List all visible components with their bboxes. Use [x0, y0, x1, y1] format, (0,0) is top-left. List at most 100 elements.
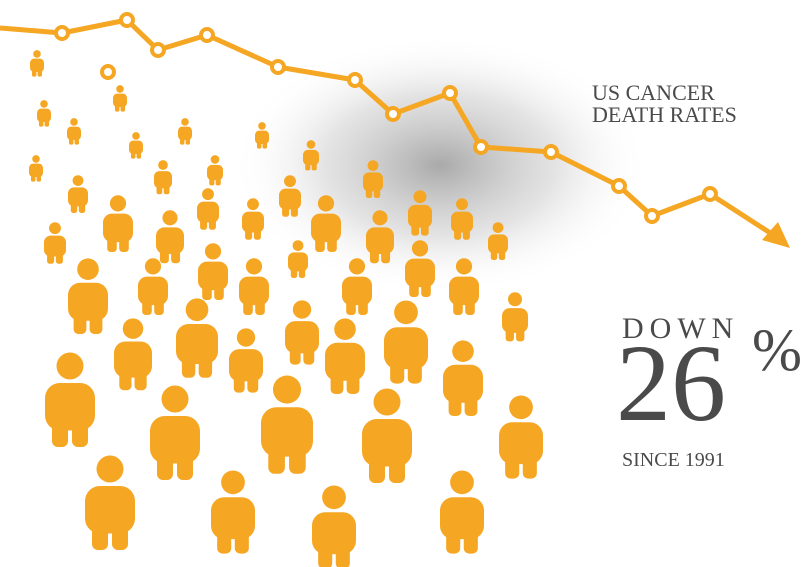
trend-dot — [704, 188, 716, 200]
person-leg — [164, 183, 170, 194]
person-head — [456, 198, 468, 210]
person-icon — [67, 118, 81, 144]
person-leg — [209, 176, 214, 186]
person-head — [57, 353, 84, 380]
person-icon — [285, 300, 319, 364]
person-head — [73, 175, 84, 186]
person-icon — [150, 386, 200, 481]
person-leg — [305, 161, 310, 171]
person-leg — [137, 150, 141, 158]
person-leg — [381, 246, 390, 263]
person-head — [123, 318, 144, 339]
person-leg — [463, 227, 470, 240]
person-head — [246, 258, 262, 274]
person-head — [70, 118, 78, 126]
person-leg — [31, 173, 35, 181]
person-head — [450, 470, 474, 494]
person-icon — [211, 470, 255, 553]
person-icon — [207, 155, 223, 185]
person-leg — [75, 136, 79, 144]
person-icon — [113, 85, 127, 111]
trend-dot — [102, 66, 114, 78]
person-icon — [156, 210, 184, 263]
person-leg — [254, 227, 261, 240]
person-leg — [516, 326, 524, 342]
person-head — [205, 243, 221, 259]
person-head — [162, 386, 189, 413]
person-leg — [200, 217, 207, 230]
person-leg — [247, 372, 258, 392]
person-head — [318, 195, 334, 211]
person-leg — [464, 527, 478, 553]
person-leg — [449, 392, 462, 416]
person-leg — [446, 527, 460, 553]
person-leg — [408, 357, 422, 383]
person-head — [368, 160, 379, 171]
person-icon — [502, 292, 528, 341]
person-leg — [346, 297, 356, 315]
person-leg — [131, 150, 135, 158]
person-leg — [409, 279, 419, 297]
person-leg — [157, 450, 173, 480]
person-head — [456, 258, 472, 274]
person-leg — [243, 297, 253, 315]
person-icon — [44, 222, 66, 264]
person-icon — [30, 50, 44, 76]
person-icon — [499, 395, 543, 478]
person-leg — [421, 279, 431, 297]
person-leg — [157, 183, 163, 194]
person-head — [202, 188, 214, 200]
person-head — [132, 132, 140, 140]
person-leg — [315, 234, 325, 252]
person-leg — [38, 68, 42, 76]
person-head — [372, 210, 387, 225]
person-leg — [370, 246, 379, 263]
person-head — [493, 222, 504, 233]
person-head — [349, 258, 365, 274]
person-head — [374, 389, 401, 416]
person-head — [412, 240, 428, 256]
person-icon — [129, 132, 143, 158]
person-leg — [142, 297, 152, 315]
person-leg — [154, 297, 164, 315]
person-leg — [171, 246, 180, 263]
person-leg — [160, 246, 169, 263]
person-icon — [362, 389, 412, 484]
person-leg — [523, 452, 537, 478]
person-leg — [56, 251, 63, 264]
person-leg — [506, 326, 514, 342]
person-leg — [336, 542, 350, 567]
person-head — [162, 210, 177, 225]
person-leg — [202, 282, 212, 300]
person-leg — [257, 140, 261, 148]
person-leg — [491, 248, 497, 260]
person-leg — [291, 266, 297, 278]
person-icon — [154, 160, 172, 194]
person-leg — [312, 161, 317, 171]
person-icon — [325, 318, 365, 394]
person-icon — [85, 456, 135, 551]
person-leg — [318, 542, 332, 567]
person-leg — [74, 310, 87, 334]
person-leg — [331, 370, 344, 394]
person-leg — [358, 297, 368, 315]
person-leg — [327, 234, 337, 252]
person-leg — [299, 266, 305, 278]
person-leg — [291, 204, 298, 217]
stat-since: SINCE 1991 — [622, 449, 725, 471]
infographic: US CANCER DEATH RATES DOWN 26 % SINCE 19… — [0, 0, 809, 567]
person-head — [394, 300, 418, 324]
person-leg — [39, 118, 43, 126]
person-head — [186, 298, 209, 321]
person-leg — [180, 136, 184, 144]
person-leg — [374, 186, 380, 198]
person-head — [293, 240, 304, 251]
person-head — [145, 258, 161, 274]
person-head — [322, 485, 346, 509]
person-head — [284, 175, 296, 187]
person-leg — [182, 353, 195, 378]
person-icon — [178, 118, 192, 144]
person-leg — [52, 417, 68, 447]
person-icon — [229, 328, 263, 392]
person-head — [158, 160, 168, 170]
